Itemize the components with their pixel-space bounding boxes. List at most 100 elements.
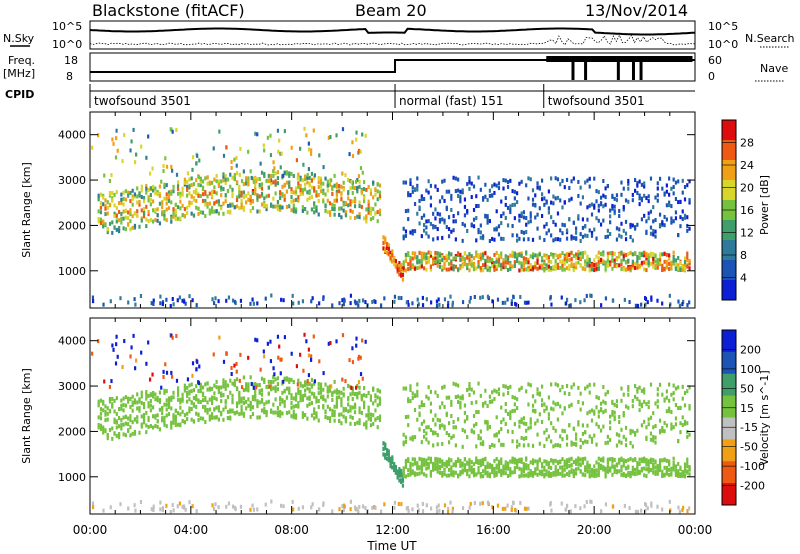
velocity-cell (650, 503, 653, 508)
velocity-cell (292, 380, 295, 385)
velocity-cell (512, 501, 515, 506)
velocity-cell (506, 462, 510, 467)
velocity-cell (136, 400, 139, 405)
velocity-cell (420, 421, 423, 426)
power-cell (369, 206, 373, 211)
power-cell (563, 223, 566, 228)
power-cell (342, 297, 346, 302)
velocity-cell (611, 472, 614, 477)
velocity-cell (609, 457, 612, 462)
freq-label: Freq. (8, 54, 35, 67)
velocity-cell (102, 430, 105, 435)
power-cell (283, 193, 286, 198)
power-cell (613, 204, 616, 209)
power-cell (355, 137, 358, 142)
velocity-cell (618, 414, 621, 419)
power-cell (374, 202, 377, 207)
power-cell (240, 198, 243, 203)
power-cell (233, 176, 236, 181)
velocity-cell (329, 340, 332, 345)
velocity-cell (550, 472, 553, 477)
velocity-cell (322, 394, 325, 399)
velocity-cell (579, 407, 582, 412)
power-cell (590, 212, 594, 217)
power-cell (147, 187, 150, 192)
velocity-cell (393, 463, 396, 468)
power-cell (661, 252, 664, 257)
velocity-cell (504, 421, 507, 426)
velocity-cell (527, 426, 530, 431)
velocity-cell (427, 385, 430, 390)
velocity-cell (313, 392, 316, 397)
velocity-cell (136, 392, 139, 397)
velocity-cell (279, 371, 282, 376)
power-cell (129, 208, 132, 213)
power-cell (99, 201, 103, 206)
velocity-cell (391, 459, 394, 464)
velocity-cell (208, 386, 211, 391)
velocity-cell (240, 404, 243, 409)
power-cell (376, 189, 379, 194)
power-cell (468, 252, 471, 257)
velocity-cell (604, 392, 607, 397)
power-cell (457, 188, 460, 193)
beam-title: Beam 20 (355, 1, 427, 20)
velocity-cell (181, 409, 184, 414)
power-cell (636, 183, 639, 188)
power-cell (351, 180, 354, 185)
velocity-cell (550, 421, 553, 426)
power-cell (99, 221, 103, 226)
power-cell (365, 219, 368, 224)
velocity-cell (683, 419, 687, 424)
power-cell (491, 264, 494, 269)
velocity-cell (468, 460, 471, 465)
velocity-cell (285, 377, 289, 382)
power-cell (340, 206, 343, 211)
velocity-cell (584, 456, 587, 461)
velocity-cell (631, 465, 634, 470)
velocity-cell (393, 505, 396, 510)
power-cell (609, 251, 612, 256)
velocity-cell (672, 391, 675, 396)
velocity-cell (686, 461, 689, 466)
velocity-cell (649, 415, 653, 420)
velocity-cell (638, 385, 641, 390)
velocity-cell (224, 405, 227, 410)
power-cell (493, 227, 496, 232)
power-cell (595, 189, 598, 194)
velocity-cell (301, 505, 305, 510)
power-cell (534, 193, 537, 198)
velocity-cell (306, 416, 309, 421)
velocity-cell (256, 338, 259, 343)
velocity-cell (620, 456, 623, 461)
power-cell (393, 299, 396, 304)
power-cell (611, 250, 614, 255)
power-cell (247, 191, 250, 196)
power-cell (304, 174, 307, 179)
velocity-cell (307, 353, 311, 358)
velocity-cell (245, 387, 248, 392)
velocity-cell (404, 458, 408, 463)
power-cell (427, 250, 430, 255)
velocity-cell (620, 440, 623, 445)
power-cell (310, 148, 313, 153)
velocity-cell (333, 389, 336, 394)
velocity-cell (500, 457, 503, 462)
power-cell (347, 177, 350, 182)
power-cell (285, 180, 289, 185)
velocity-cell (534, 459, 537, 464)
velocity-cell (581, 472, 585, 477)
colorbar-tick-label: 100 (740, 363, 761, 376)
power-cell (331, 202, 334, 207)
velocity-cell (525, 422, 528, 427)
velocity-cell (188, 406, 191, 411)
velocity-cell (661, 458, 664, 463)
velocity-cell (604, 468, 607, 473)
power-cell (212, 146, 215, 151)
velocity-cell (163, 415, 166, 420)
power-cell (677, 266, 680, 271)
velocity-cell (197, 388, 200, 393)
power-cell (613, 263, 616, 268)
velocity-cell (396, 475, 399, 480)
velocity-cell (623, 503, 626, 508)
